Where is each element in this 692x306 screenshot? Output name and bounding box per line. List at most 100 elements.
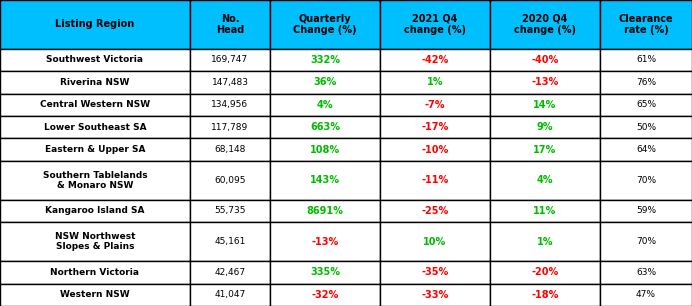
Text: -17%: -17% [421, 122, 448, 132]
Bar [490, 222, 600, 261]
Bar [490, 261, 600, 284]
Bar [190, 161, 270, 200]
Bar [270, 284, 380, 306]
Text: Central Western NSW: Central Western NSW [40, 100, 150, 109]
Bar [600, 94, 692, 116]
Text: NSW Northwest
Slopes & Plains: NSW Northwest Slopes & Plains [55, 232, 135, 252]
Text: 14%: 14% [534, 100, 556, 110]
Text: 64%: 64% [636, 145, 656, 154]
Bar [0, 222, 190, 261]
Text: No.
Head: No. Head [216, 13, 244, 35]
Text: Kangaroo Island SA: Kangaroo Island SA [45, 207, 145, 215]
Text: Quarterly
Change (%): Quarterly Change (%) [293, 13, 357, 35]
Text: 169,747: 169,747 [212, 55, 248, 65]
Bar [380, 49, 490, 71]
Text: -18%: -18% [531, 290, 558, 300]
Bar [380, 0, 490, 49]
Bar [0, 94, 190, 116]
Bar [600, 0, 692, 49]
Text: -33%: -33% [421, 290, 448, 300]
Bar [490, 200, 600, 222]
Bar [490, 138, 600, 161]
Bar [0, 49, 190, 71]
Bar [190, 49, 270, 71]
Text: -20%: -20% [531, 267, 558, 277]
Text: 17%: 17% [534, 145, 556, 155]
Text: 68,148: 68,148 [215, 145, 246, 154]
Text: Eastern & Upper SA: Eastern & Upper SA [45, 145, 145, 154]
Bar [600, 200, 692, 222]
Bar [600, 116, 692, 138]
Bar [600, 161, 692, 200]
Text: 134,956: 134,956 [212, 100, 248, 109]
Bar [270, 200, 380, 222]
Bar [490, 94, 600, 116]
Bar [270, 161, 380, 200]
Text: -13%: -13% [531, 77, 558, 87]
Text: 55,735: 55,735 [215, 207, 246, 215]
Text: Clearance
rate (%): Clearance rate (%) [619, 13, 673, 35]
Text: 2020 Q4
change (%): 2020 Q4 change (%) [514, 13, 576, 35]
Bar [380, 161, 490, 200]
Text: 11%: 11% [534, 206, 556, 216]
Text: Riverina NSW: Riverina NSW [60, 78, 129, 87]
Text: 47%: 47% [636, 290, 656, 299]
Bar [490, 71, 600, 94]
Bar [270, 116, 380, 138]
Text: -40%: -40% [531, 55, 558, 65]
Bar [270, 138, 380, 161]
Text: 8691%: 8691% [307, 206, 343, 216]
Bar [270, 94, 380, 116]
Text: 60,095: 60,095 [215, 176, 246, 185]
Bar [190, 138, 270, 161]
Text: 108%: 108% [310, 145, 340, 155]
Bar [190, 94, 270, 116]
Text: 332%: 332% [310, 55, 340, 65]
Text: 61%: 61% [636, 55, 656, 65]
Bar [600, 49, 692, 71]
Bar [380, 200, 490, 222]
Bar [270, 71, 380, 94]
Text: 1%: 1% [427, 77, 444, 87]
Bar [0, 138, 190, 161]
Text: -13%: -13% [311, 237, 338, 247]
Text: 70%: 70% [636, 237, 656, 246]
Text: 41,047: 41,047 [215, 290, 246, 299]
Text: 50%: 50% [636, 123, 656, 132]
Bar [380, 116, 490, 138]
Bar [490, 161, 600, 200]
Text: 4%: 4% [317, 100, 334, 110]
Text: -7%: -7% [425, 100, 445, 110]
Text: -42%: -42% [421, 55, 448, 65]
Bar [0, 261, 190, 284]
Text: -35%: -35% [421, 267, 448, 277]
Bar [0, 161, 190, 200]
Text: Southern Tablelands
& Monaro NSW: Southern Tablelands & Monaro NSW [43, 170, 147, 190]
Bar [490, 284, 600, 306]
Bar [190, 222, 270, 261]
Bar [490, 49, 600, 71]
Bar [380, 138, 490, 161]
Text: 42,467: 42,467 [215, 268, 246, 277]
Text: -10%: -10% [421, 145, 448, 155]
Bar [600, 138, 692, 161]
Bar [190, 261, 270, 284]
Text: 10%: 10% [424, 237, 446, 247]
Bar [490, 0, 600, 49]
Text: -25%: -25% [421, 206, 448, 216]
Text: 143%: 143% [310, 175, 340, 185]
Text: 76%: 76% [636, 78, 656, 87]
Text: 45,161: 45,161 [215, 237, 246, 246]
Text: 117,789: 117,789 [211, 123, 248, 132]
Bar [380, 94, 490, 116]
Bar [600, 284, 692, 306]
Text: Lower Southeast SA: Lower Southeast SA [44, 123, 146, 132]
Text: 9%: 9% [537, 122, 553, 132]
Bar [270, 49, 380, 71]
Text: 59%: 59% [636, 207, 656, 215]
Bar [270, 261, 380, 284]
Text: 663%: 663% [310, 122, 340, 132]
Bar [270, 222, 380, 261]
Text: 2021 Q4
change (%): 2021 Q4 change (%) [404, 13, 466, 35]
Text: Northern Victoria: Northern Victoria [51, 268, 140, 277]
